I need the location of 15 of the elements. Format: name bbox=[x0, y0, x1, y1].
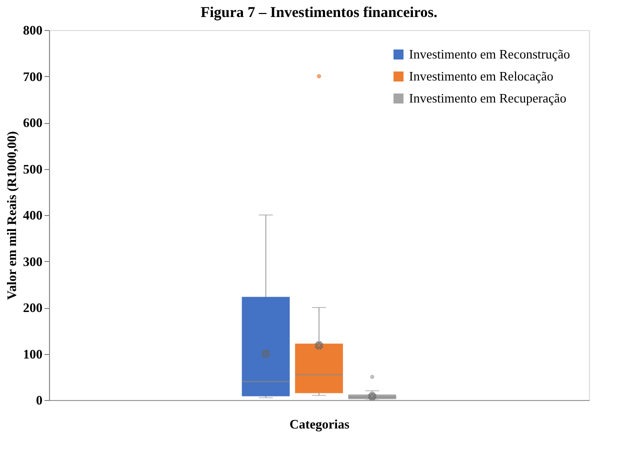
legend-label: Investimento em Relocação bbox=[409, 68, 554, 84]
y-tick-label: 300 bbox=[23, 254, 42, 269]
y-tick-label: 700 bbox=[23, 68, 42, 84]
y-tick-label: 200 bbox=[23, 300, 42, 315]
y-tick-label: 800 bbox=[23, 22, 42, 38]
y-tick-label: 100 bbox=[23, 346, 42, 362]
x-axis-title: Categorias bbox=[290, 416, 350, 432]
y-tick-label: 500 bbox=[23, 161, 42, 176]
y-axis-title: Valor em mil Reais (R1000,00) bbox=[4, 131, 19, 300]
legend-label: Investimento em Reconstrução bbox=[409, 46, 570, 62]
legend-label: Investimento em Recuperação bbox=[409, 90, 566, 106]
y-tick-label: 600 bbox=[23, 115, 42, 130]
chart-title: Figura 7 – Investimentos financeiros. bbox=[200, 5, 438, 21]
y-tick-label: 400 bbox=[23, 208, 42, 222]
y-tick-label: 0 bbox=[36, 392, 42, 408]
